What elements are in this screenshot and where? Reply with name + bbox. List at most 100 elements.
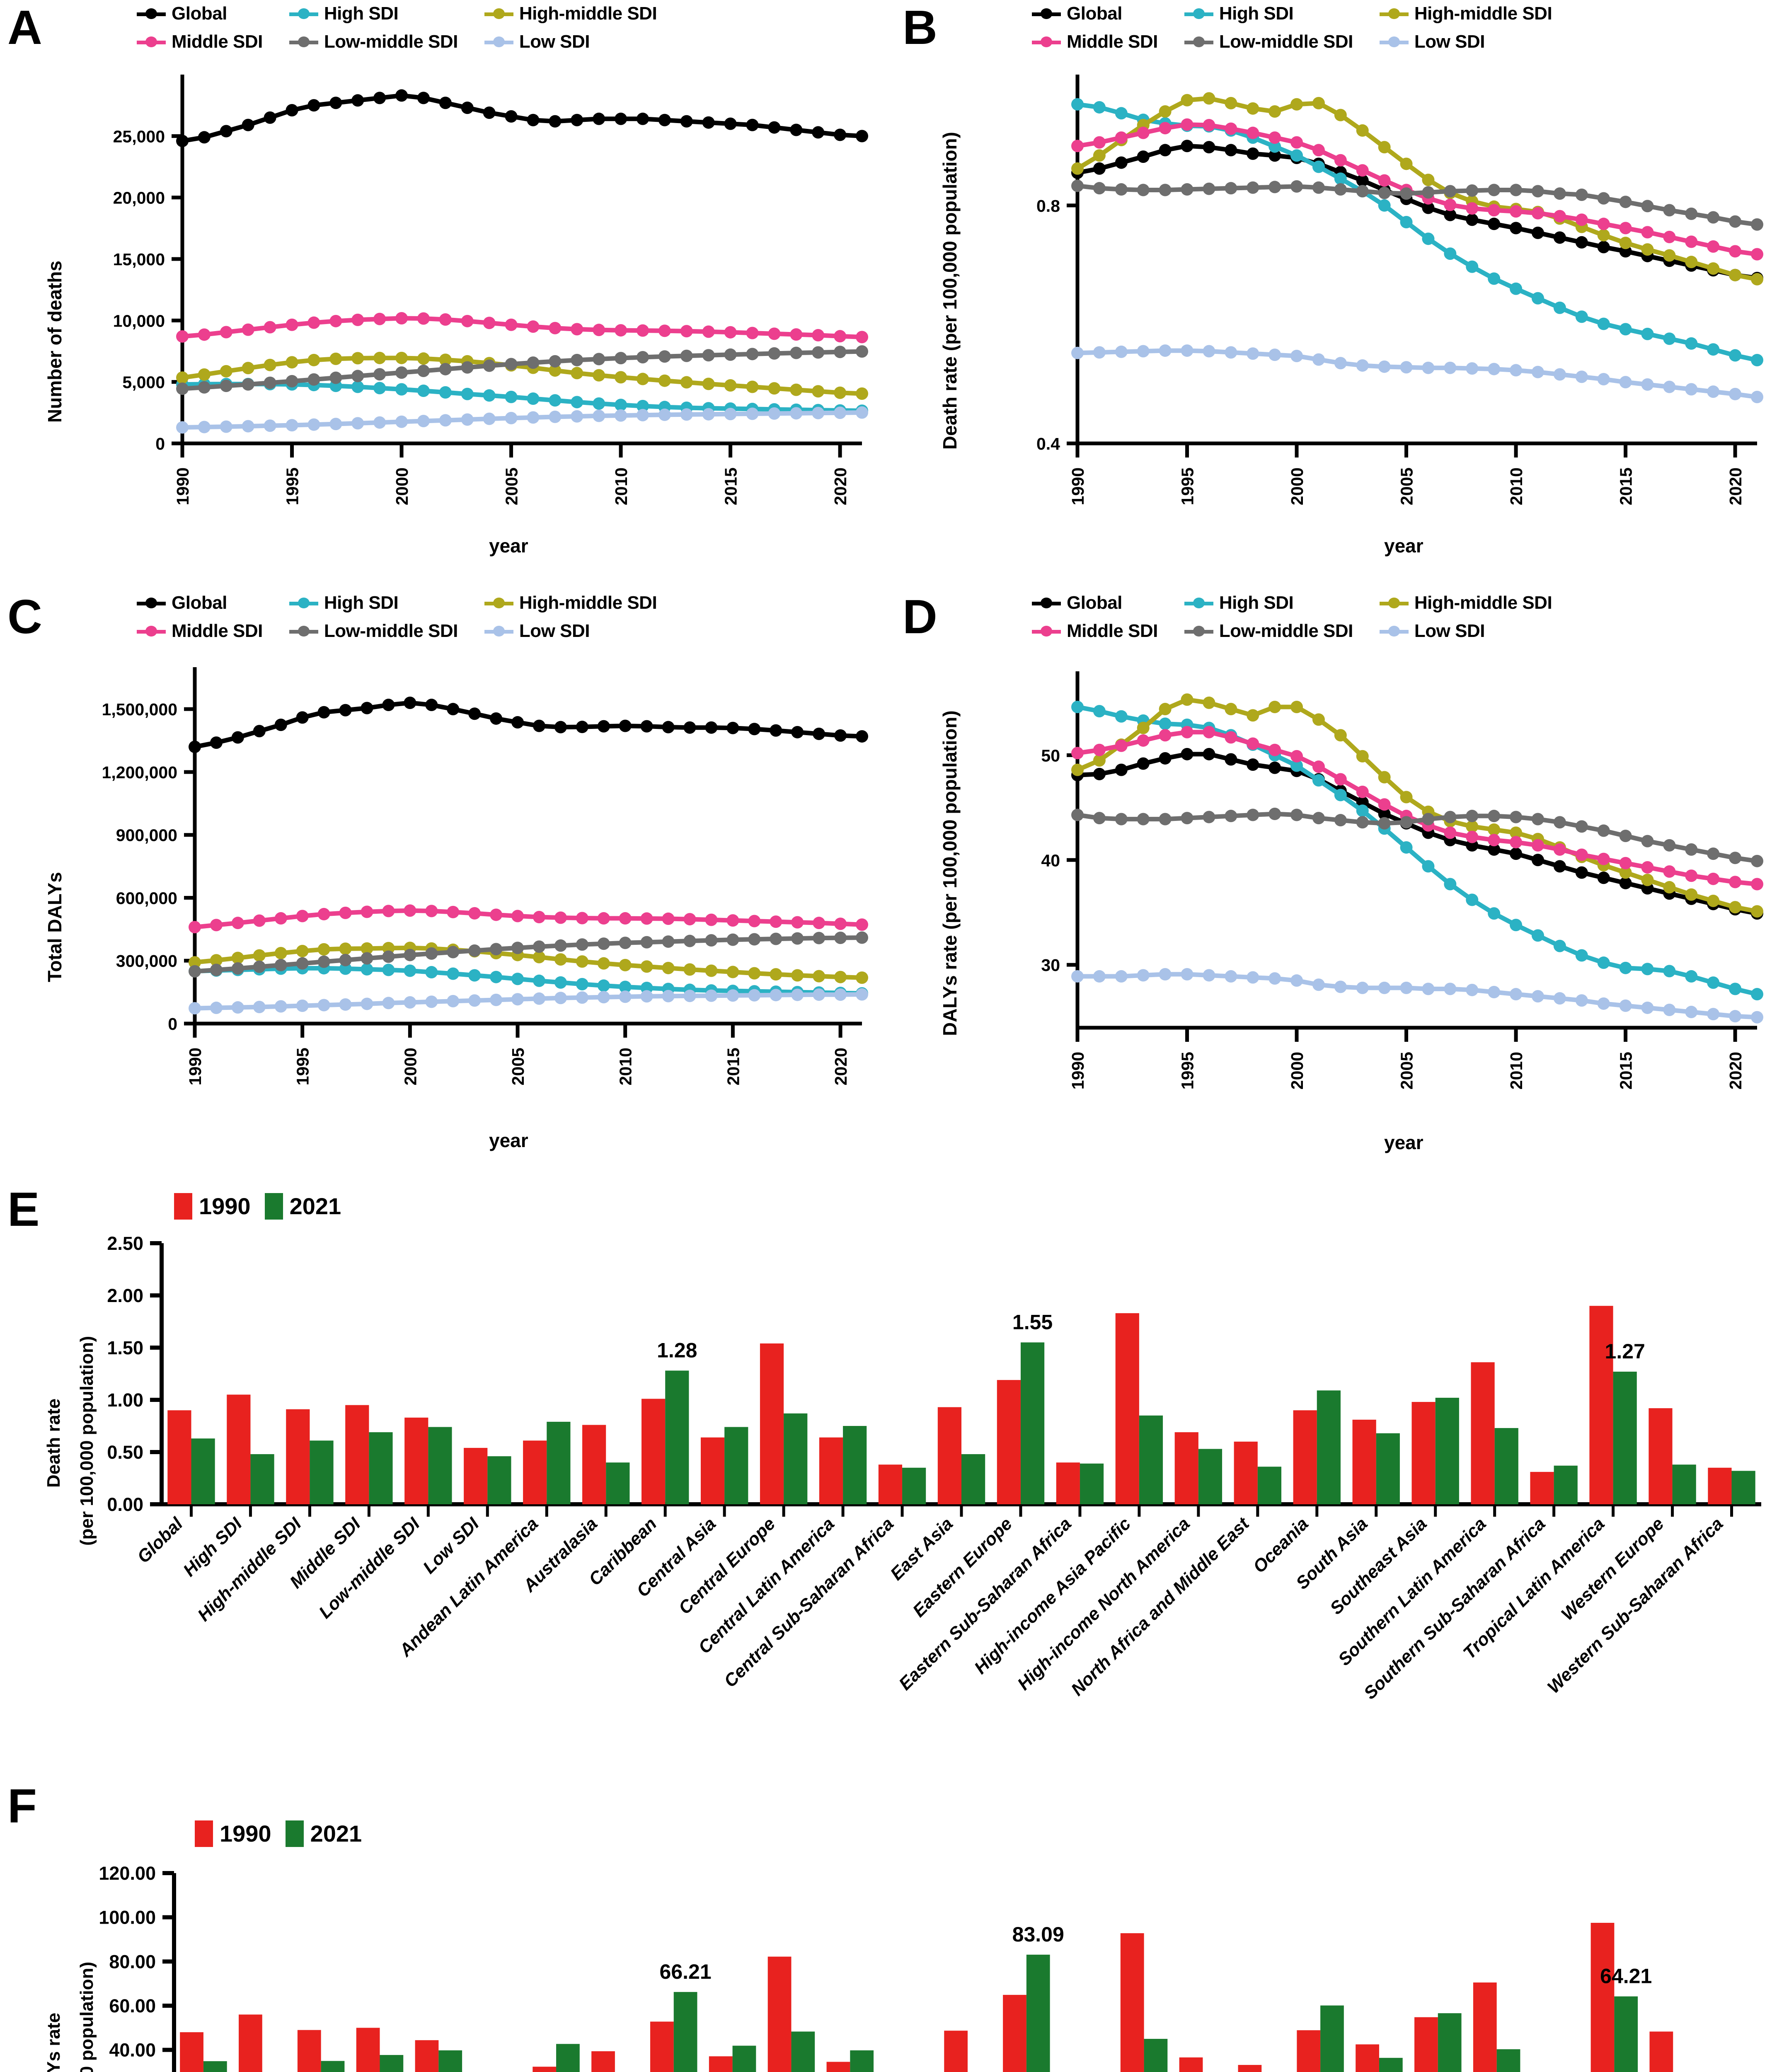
bar-group[interactable] [767,1956,815,2072]
bar-group[interactable] [1356,2044,1403,2072]
legend-item-global[interactable]: Global [1032,3,1158,24]
x-tick-label: 2010 [1507,1052,1526,1089]
legend-item-low-sdi[interactable]: Low SDI [484,621,657,641]
bar-group[interactable] [1234,1441,1281,1504]
bar-group[interactable] [997,1342,1045,1504]
legend-item-middle-sdi[interactable]: Middle SDI [137,31,263,52]
panel-d-label: D [903,590,937,644]
bar-group[interactable] [1293,1390,1341,1504]
legend-item-global[interactable]: Global [137,593,263,613]
legend-item-low-sdi[interactable]: Low SDI [1379,31,1552,52]
bar-group[interactable] [1473,1982,1520,2072]
legend-label-high-middle-sdi: High-middle SDI [1414,3,1552,24]
bar-group[interactable] [1174,1432,1223,1504]
series-global [189,697,868,753]
legend-item-global[interactable]: Global [137,3,263,24]
legend-item-2021[interactable]: 2021 [264,1193,341,1220]
legend-swatch-2021 [264,1193,283,1220]
legend-item-low-sdi[interactable]: Low SDI [484,31,657,52]
bar-group[interactable] [1530,1465,1578,1504]
legend-item-high-middle-sdi[interactable]: High-middle SDI [484,3,657,24]
legend-label-low-sdi: Low SDI [519,31,590,52]
bar-group[interactable] [709,2045,756,2072]
panel-a-plot: 0 5,000 10,000 15,000 20,000 25,000 1990 1995 20… [113,75,868,505]
legend-item-high-middle-sdi[interactable]: High-middle SDI [1379,3,1552,24]
bar-group[interactable] [1003,1954,1050,2072]
bar-group[interactable] [180,2032,227,2072]
legend-item-middle-sdi[interactable]: Middle SDI [137,621,263,641]
legend-marker-global [137,598,166,608]
legend-item-high-sdi[interactable]: High SDI [289,593,458,613]
bar-group[interactable] [582,1425,630,1504]
bar-group[interactable] [937,1407,985,1504]
bar-group[interactable] [167,1410,215,1504]
bar-group[interactable] [1649,1408,1696,1504]
legend-marker-low-middle-sdi [1184,626,1213,637]
legend-item-2021[interactable]: 2021 [285,1820,362,1847]
x-tick-label: 2015 [721,467,741,505]
panel-d-legend: Global High SDI High-middle SDI Middle S… [1032,593,1552,641]
bar-group[interactable] [650,1992,697,2072]
bar-group[interactable] [642,1370,689,1504]
bar-group[interactable] [1411,1397,1459,1504]
bar-group[interactable] [227,1394,274,1504]
legend-label-high-sdi: High SDI [1219,593,1294,613]
bar-group[interactable] [1414,2013,1462,2072]
legend-item-global[interactable]: Global [1032,593,1158,613]
bar-group[interactable] [1590,1923,1638,2072]
bar-group[interactable] [297,2030,345,2072]
panel-f-legend: 1990 2021 [195,1820,362,1847]
bar-group[interactable] [1297,2005,1344,2072]
legend-label-low-middle-sdi: Low-middle SDI [1219,31,1353,52]
legend-item-middle-sdi[interactable]: Middle SDI [1032,621,1158,641]
legend-label-high-middle-sdi: High-middle SDI [519,593,657,613]
bar-group[interactable] [356,2028,404,2072]
bar-group[interactable] [700,1427,748,1504]
legend-marker-high-sdi [1184,598,1213,608]
y-tick-label: 30 [1041,956,1060,975]
bar-group[interactable] [464,1447,511,1504]
legend-marker-high-middle-sdi [484,8,513,19]
legend-item-low-middle-sdi[interactable]: Low-middle SDI [1184,31,1353,52]
bar-group[interactable] [1471,1362,1518,1504]
legend-item-1990[interactable]: 1990 [195,1820,271,1847]
legend-marker-high-middle-sdi [1379,598,1409,608]
bar-group[interactable] [1352,1419,1400,1504]
bar-group[interactable] [533,2044,580,2072]
legend-label-middle-sdi: Middle SDI [1067,621,1158,641]
legend-item-low-middle-sdi[interactable]: Low-middle SDI [1184,621,1353,641]
bar-group[interactable] [1115,1313,1163,1504]
legend-item-low-middle-sdi[interactable]: Low-middle SDI [289,31,458,52]
bar-group[interactable] [404,1417,452,1504]
legend-item-high-middle-sdi[interactable]: High-middle SDI [1379,593,1552,613]
legend-item-1990[interactable]: 1990 [174,1193,251,1220]
bar-group[interactable] [286,1409,334,1504]
bar-category-label: Western Europe [1557,1514,1668,1624]
bar-group[interactable] [1589,1306,1637,1504]
bar-group[interactable] [878,1464,926,1504]
bar-group[interactable] [345,1405,393,1504]
bar-group[interactable] [1179,2057,1226,2072]
x-tick-label: 1990 [173,467,192,505]
bar-group[interactable] [944,2031,991,2072]
legend-item-low-middle-sdi[interactable]: Low-middle SDI [289,621,458,641]
bar-group[interactable] [1238,2065,1285,2072]
legend-item-middle-sdi[interactable]: Middle SDI [1032,31,1158,52]
bar-group[interactable] [1056,1462,1104,1504]
legend-marker-global [1032,598,1061,608]
bar-group[interactable] [1649,2031,1696,2072]
bar-group[interactable] [826,2050,874,2072]
legend-item-high-sdi[interactable]: High SDI [1184,3,1353,24]
legend-item-high-middle-sdi[interactable]: High-middle SDI [484,593,657,613]
bar-group[interactable] [819,1426,867,1504]
bar-group[interactable] [1708,1467,1755,1504]
bar-group[interactable] [591,2051,638,2072]
bar-group[interactable] [523,1421,571,1504]
bar-group[interactable] [239,2014,286,2072]
bar-group[interactable] [1120,1933,1168,2072]
legend-item-high-sdi[interactable]: High SDI [289,3,458,24]
legend-item-high-sdi[interactable]: High SDI [1184,593,1353,613]
legend-item-low-sdi[interactable]: Low SDI [1379,621,1552,641]
bar-group[interactable] [760,1343,808,1504]
bar-group[interactable] [415,2040,462,2072]
